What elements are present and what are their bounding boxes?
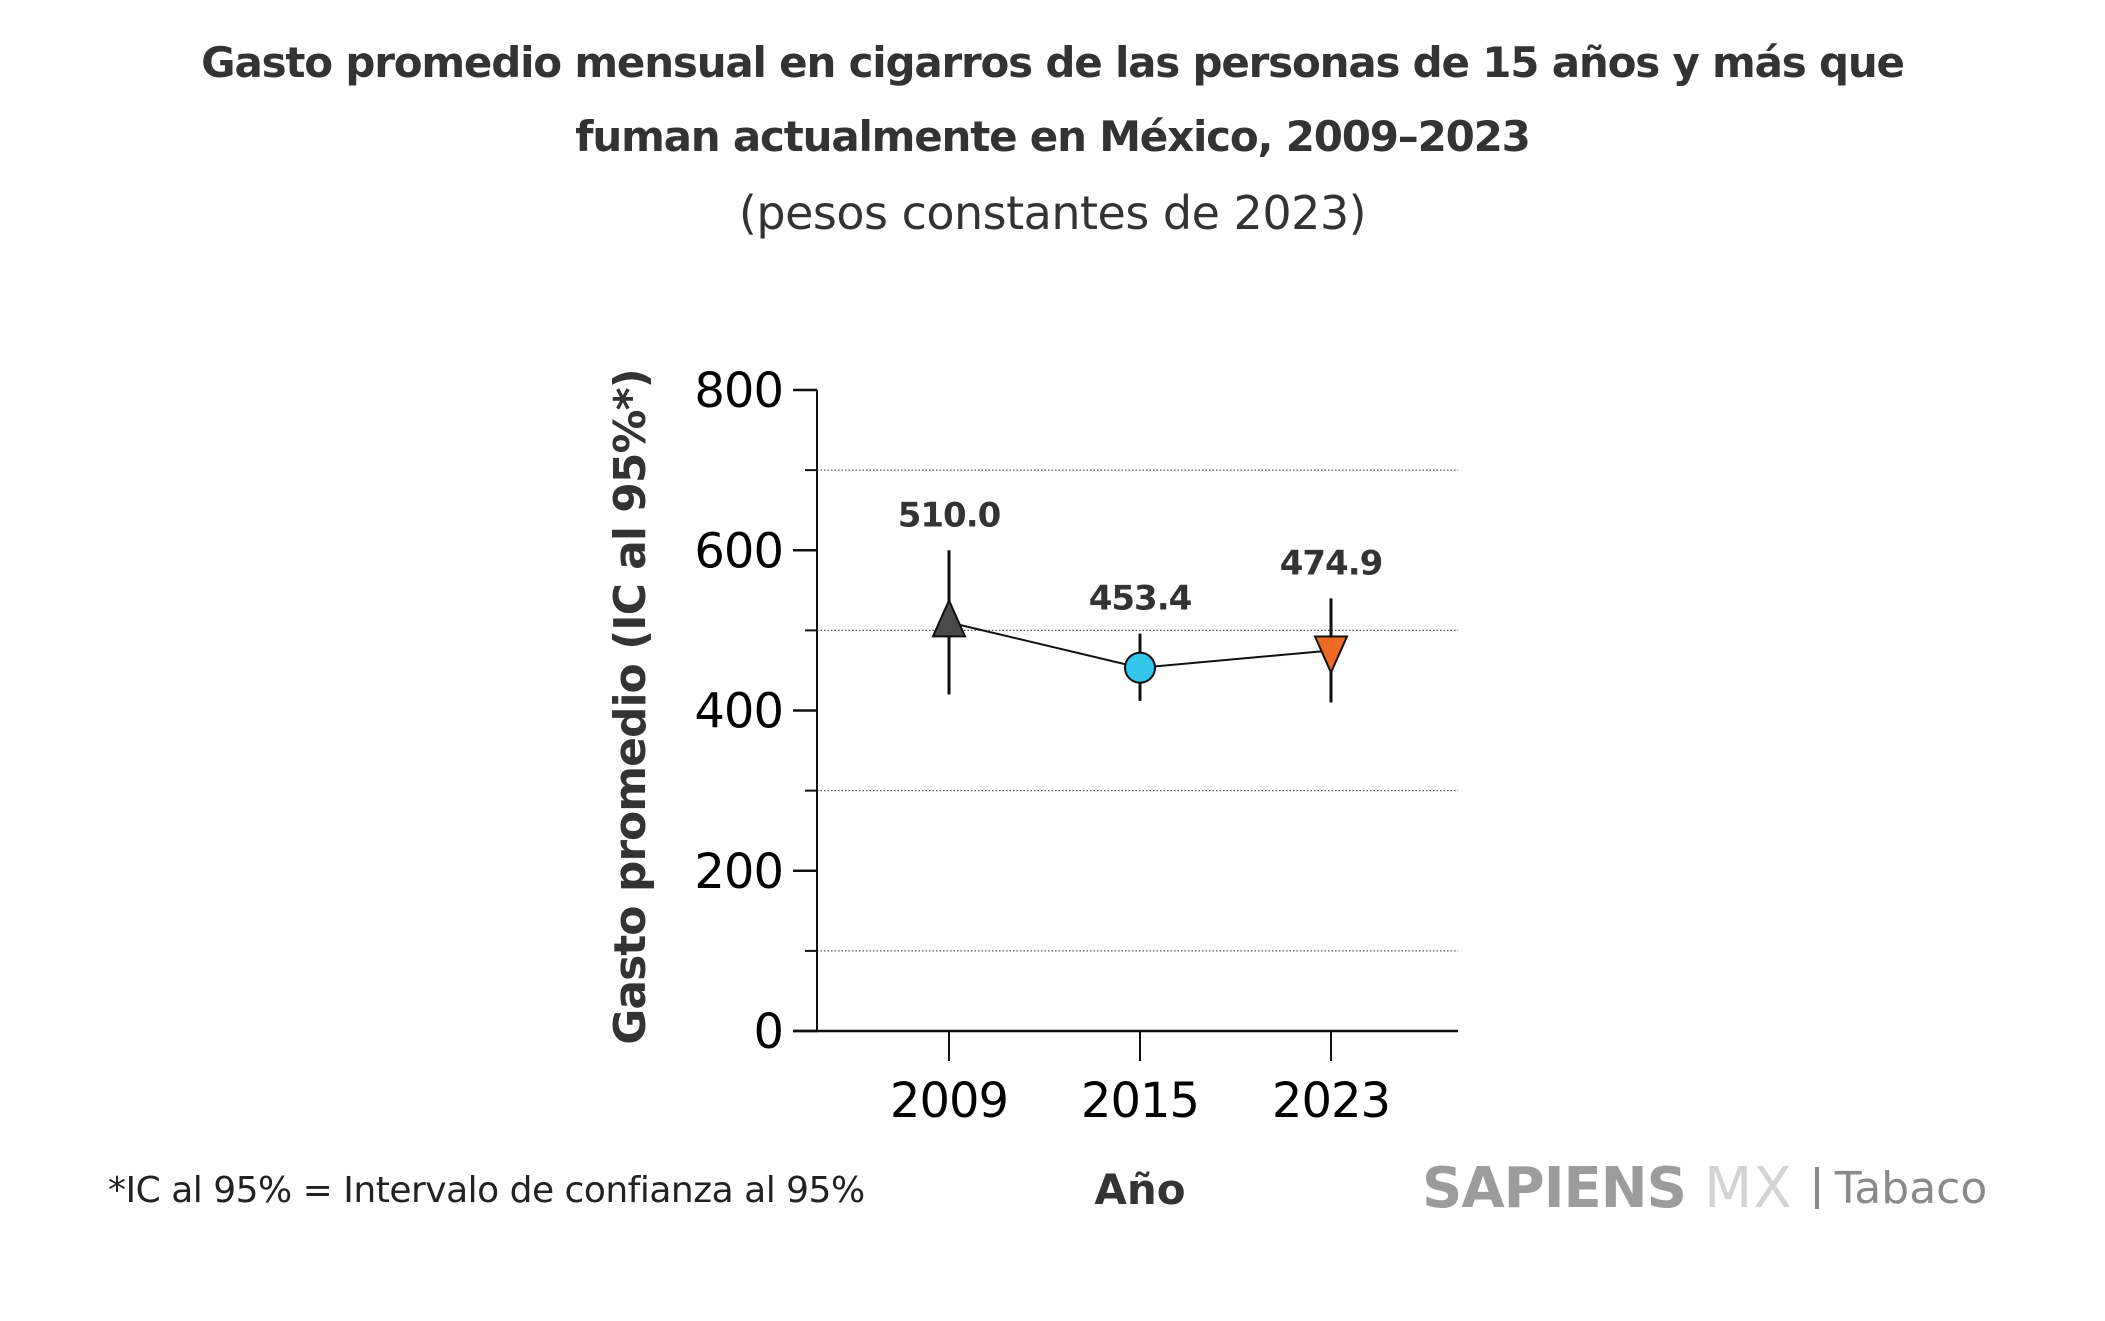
y-tick-label: 600 (694, 523, 783, 579)
logo-divider (1814, 1167, 1819, 1209)
data-label: 453.4 (1089, 579, 1192, 619)
x-axis-title: Año (1094, 1165, 1186, 1214)
data-point-marker (931, 597, 967, 638)
x-tick-label: 2015 (1081, 1073, 1199, 1129)
data-series: 510.0 453.4 474.9 (898, 495, 1383, 703)
x-tick-label: 2023 (1272, 1073, 1390, 1129)
y-tick-label: 0 (753, 1004, 783, 1060)
logo-mx-text: MX (1704, 1155, 1793, 1221)
data-point-marker (1313, 635, 1349, 675)
footnote: *IC al 95% = Intervalo de confianza al 9… (108, 1170, 865, 1211)
data-point-marker (1124, 651, 1156, 684)
y-tick-label: 200 (694, 844, 783, 900)
data-label: 510.0 (898, 495, 1001, 535)
chart-title-line1: Gasto promedio mensual en cigarros de la… (201, 38, 1905, 87)
x-tick-label: 2009 (890, 1073, 1008, 1129)
y-tick-label: 800 (694, 363, 783, 419)
y-tick-label: 400 (694, 684, 783, 740)
y-axis-title: Gasto promedio (IC al 95%*) (605, 369, 656, 1044)
data-label: 474.9 (1280, 543, 1383, 583)
chart-title-line2: fuman actualmente en México, 2009–2023 (575, 112, 1531, 161)
sapiens-logo: SAPIENS MX Tabaco (1422, 1155, 1988, 1221)
chart-subtitle: (pesos constantes de 2023) (738, 186, 1367, 240)
logo-tabaco-text: Tabaco (1834, 1162, 1988, 1214)
logo-sapiens-text: SAPIENS (1422, 1155, 1687, 1221)
gridlines (817, 469, 1458, 952)
axes: 0 200 400 600 800 2009 2015 2023 (694, 363, 1458, 1129)
